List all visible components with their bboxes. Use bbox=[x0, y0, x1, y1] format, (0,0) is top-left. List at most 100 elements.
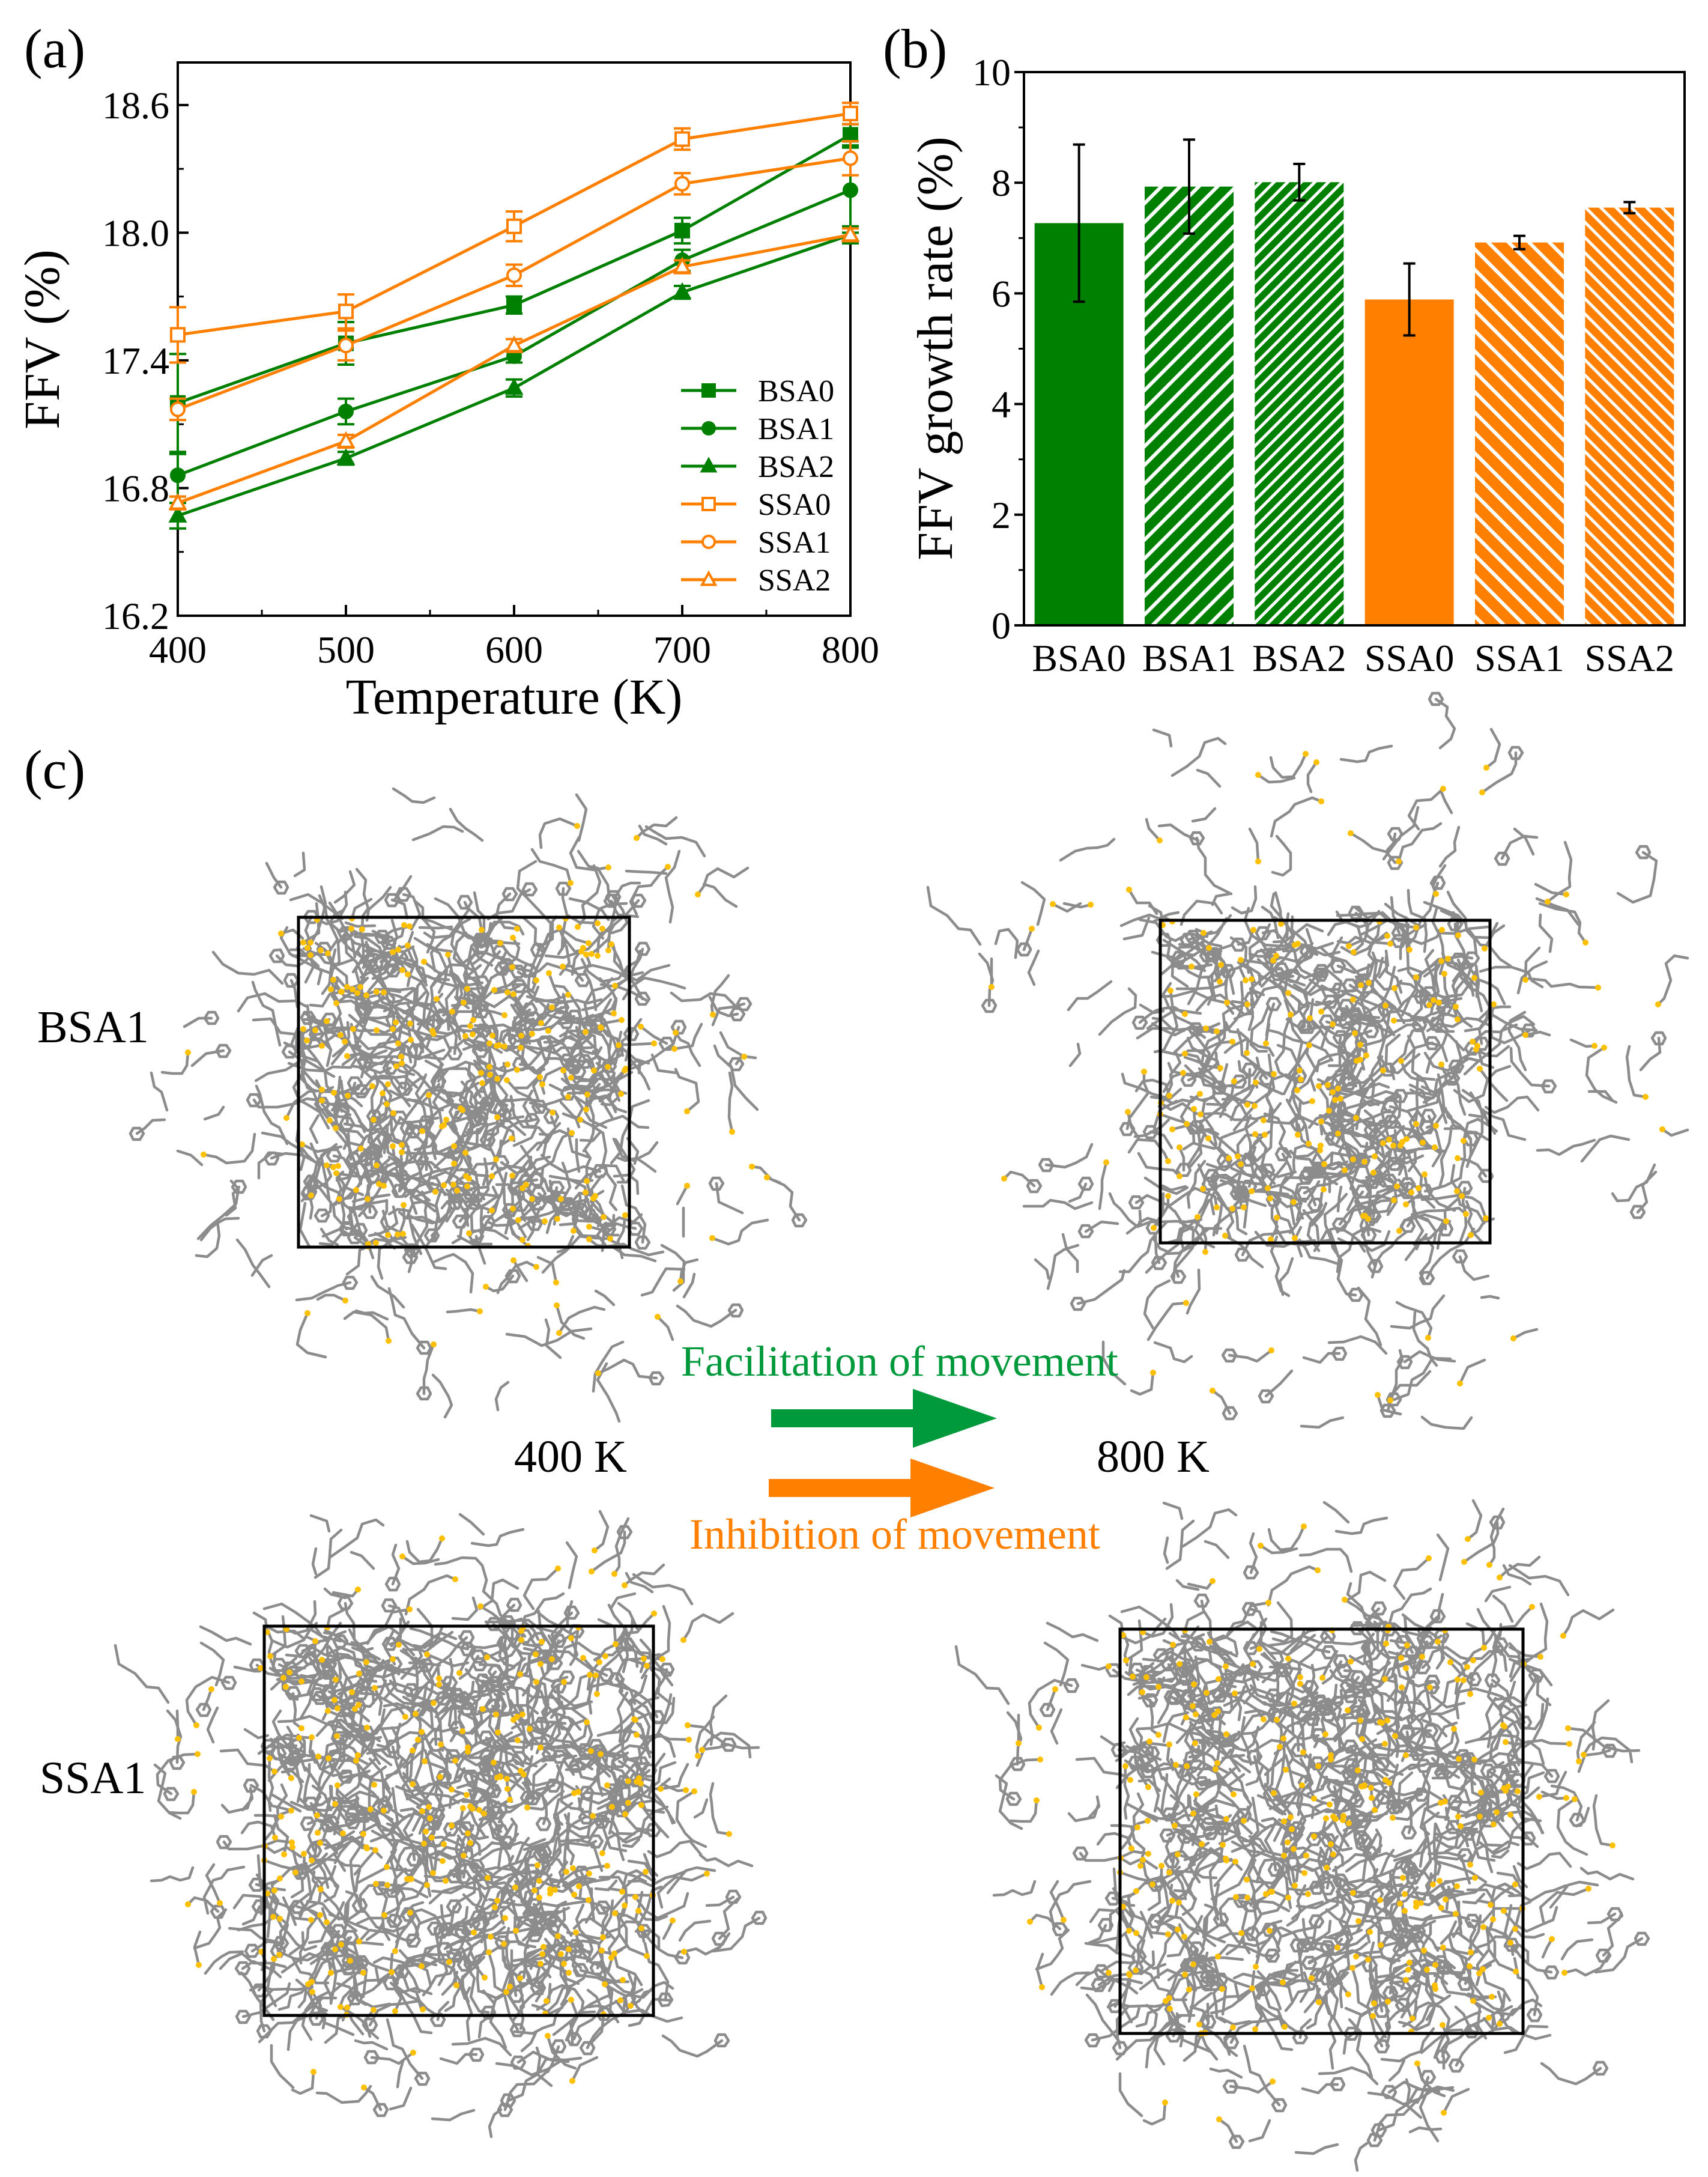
x-category-label: SSA2 bbox=[1585, 637, 1674, 679]
row-label-ssa1: SSA1 bbox=[40, 1753, 146, 1803]
legend-item-bsa1: BSA1 bbox=[681, 412, 834, 446]
temperature-label-800k: 800 K bbox=[1097, 1432, 1210, 1482]
inhibition-text: Inhibition of movement bbox=[689, 1510, 1100, 1558]
x-tick-label: 500 bbox=[317, 628, 375, 671]
legend-marker bbox=[701, 383, 716, 398]
data-point bbox=[843, 150, 858, 166]
simulation-box bbox=[1118, 1627, 1525, 2035]
y-tick-label: 18.0 bbox=[102, 211, 169, 254]
data-point bbox=[506, 218, 522, 234]
y-tick-label: 17.4 bbox=[102, 339, 169, 382]
polymer-chains bbox=[114, 1510, 768, 2139]
legend-label: BSA0 bbox=[758, 374, 834, 408]
data-point bbox=[504, 335, 524, 353]
y-tick-label: 0 bbox=[992, 604, 1011, 647]
data-point bbox=[338, 338, 354, 354]
polymer-chains bbox=[129, 787, 808, 1423]
data-point bbox=[673, 257, 692, 274]
y-tick-label: 16.8 bbox=[102, 467, 169, 509]
x-category-label: SSA1 bbox=[1474, 637, 1564, 679]
error-bar bbox=[1403, 262, 1416, 337]
bar-ssa2 bbox=[1585, 207, 1674, 625]
x-category-label: BSA1 bbox=[1142, 637, 1237, 679]
simulation-box bbox=[262, 1624, 655, 2017]
series-bsa1 bbox=[169, 146, 859, 498]
error-bar bbox=[1183, 138, 1195, 235]
legend-marker bbox=[701, 497, 716, 511]
legend-marker bbox=[700, 457, 718, 473]
y-tick-label: 10 bbox=[972, 51, 1011, 94]
error-bar bbox=[1513, 234, 1525, 250]
legend-label: BSA1 bbox=[758, 412, 834, 446]
legend-label: SSA0 bbox=[758, 488, 831, 522]
y-axis-title: FFV growth rate (%) bbox=[907, 136, 963, 560]
y-tick-label: 6 bbox=[992, 272, 1011, 315]
x-axis-title: Temperature (K) bbox=[346, 669, 683, 725]
x-category-label: SSA0 bbox=[1364, 637, 1454, 679]
data-point bbox=[674, 131, 690, 147]
data-point bbox=[843, 127, 858, 143]
snapshot-ssa1-400k bbox=[114, 1510, 768, 2139]
y-tick-label: 4 bbox=[992, 383, 1011, 426]
simulation-box bbox=[297, 915, 631, 1249]
y-tick-label: 8 bbox=[992, 162, 1011, 204]
x-tick-label: 800 bbox=[822, 628, 879, 671]
data-point bbox=[170, 401, 186, 417]
data-point bbox=[170, 327, 186, 343]
legend-item-ssa1: SSA1 bbox=[681, 526, 831, 560]
x-tick-label: 700 bbox=[653, 628, 711, 671]
y-tick-label: 2 bbox=[992, 494, 1011, 536]
data-point bbox=[674, 222, 690, 238]
polymer-chains bbox=[926, 691, 1689, 1430]
series-ssa0 bbox=[169, 102, 859, 364]
data-point bbox=[506, 297, 522, 313]
data-point bbox=[506, 267, 522, 284]
bar-bsa2 bbox=[1255, 182, 1344, 625]
legend-marker bbox=[700, 570, 718, 586]
data-point bbox=[843, 106, 858, 122]
facilitation-text: Facilitation of movement bbox=[681, 1337, 1118, 1385]
bar-chart-ffv-growth-rate: (b) FFV growth rate (%) BSA0 BSA1 BSA2 SSA0… bbox=[883, 18, 1686, 679]
x-category-label: BSA0 bbox=[1032, 637, 1126, 679]
simulation-box bbox=[1158, 918, 1492, 1245]
orange-arrow-icon bbox=[769, 1459, 995, 1517]
line-chart-ffv-vs-temperature: (a) Temperature (K) FFV (%) 400 500 600 700… bbox=[14, 18, 879, 725]
data-point bbox=[168, 493, 187, 510]
legend-item-bsa2: BSA2 bbox=[681, 450, 834, 484]
panel-label-a: (a) bbox=[24, 18, 85, 79]
x-tick-label: 400 bbox=[149, 628, 207, 671]
highlighted-atoms bbox=[1016, 1523, 1616, 2122]
data-point bbox=[338, 403, 354, 419]
series-ssa1 bbox=[169, 140, 859, 422]
data-point bbox=[336, 431, 356, 448]
molecular-snapshots-panel: (c) BSA1 SSA1 400 K 800 K Facilitation o… bbox=[24, 691, 1689, 2172]
bar-bsa1 bbox=[1145, 186, 1234, 626]
data-point bbox=[843, 182, 858, 198]
data-point bbox=[674, 175, 690, 192]
y-tick-label: 16.2 bbox=[102, 595, 169, 637]
panel-label-c: (c) bbox=[24, 739, 85, 800]
legend-item-bsa0: BSA0 bbox=[681, 374, 834, 408]
legend-label: SSA2 bbox=[758, 563, 831, 598]
temperature-label-400k: 400 K bbox=[514, 1432, 627, 1482]
error-bar bbox=[1623, 201, 1636, 214]
x-category-label: BSA2 bbox=[1252, 637, 1346, 679]
y-axis-title: FFV (%) bbox=[14, 249, 70, 430]
data-point bbox=[338, 303, 354, 320]
data-point bbox=[841, 225, 860, 242]
row-label-bsa1: BSA1 bbox=[37, 1002, 149, 1052]
bar-ssa1 bbox=[1475, 242, 1564, 626]
legend-marker bbox=[701, 535, 716, 549]
green-arrow-icon bbox=[771, 1389, 997, 1448]
error-bar bbox=[1073, 143, 1085, 303]
polymer-chains bbox=[954, 1499, 1650, 2172]
data-point bbox=[673, 282, 692, 299]
y-tick-label: 18.6 bbox=[102, 84, 169, 127]
x-tick-label: 600 bbox=[485, 628, 543, 671]
legend-item-ssa2: SSA2 bbox=[681, 563, 831, 598]
error-bar bbox=[1293, 162, 1306, 202]
snapshot-ssa1-800k bbox=[954, 1499, 1650, 2172]
legend-item-ssa0: SSA0 bbox=[681, 488, 831, 522]
data-point bbox=[168, 505, 187, 523]
